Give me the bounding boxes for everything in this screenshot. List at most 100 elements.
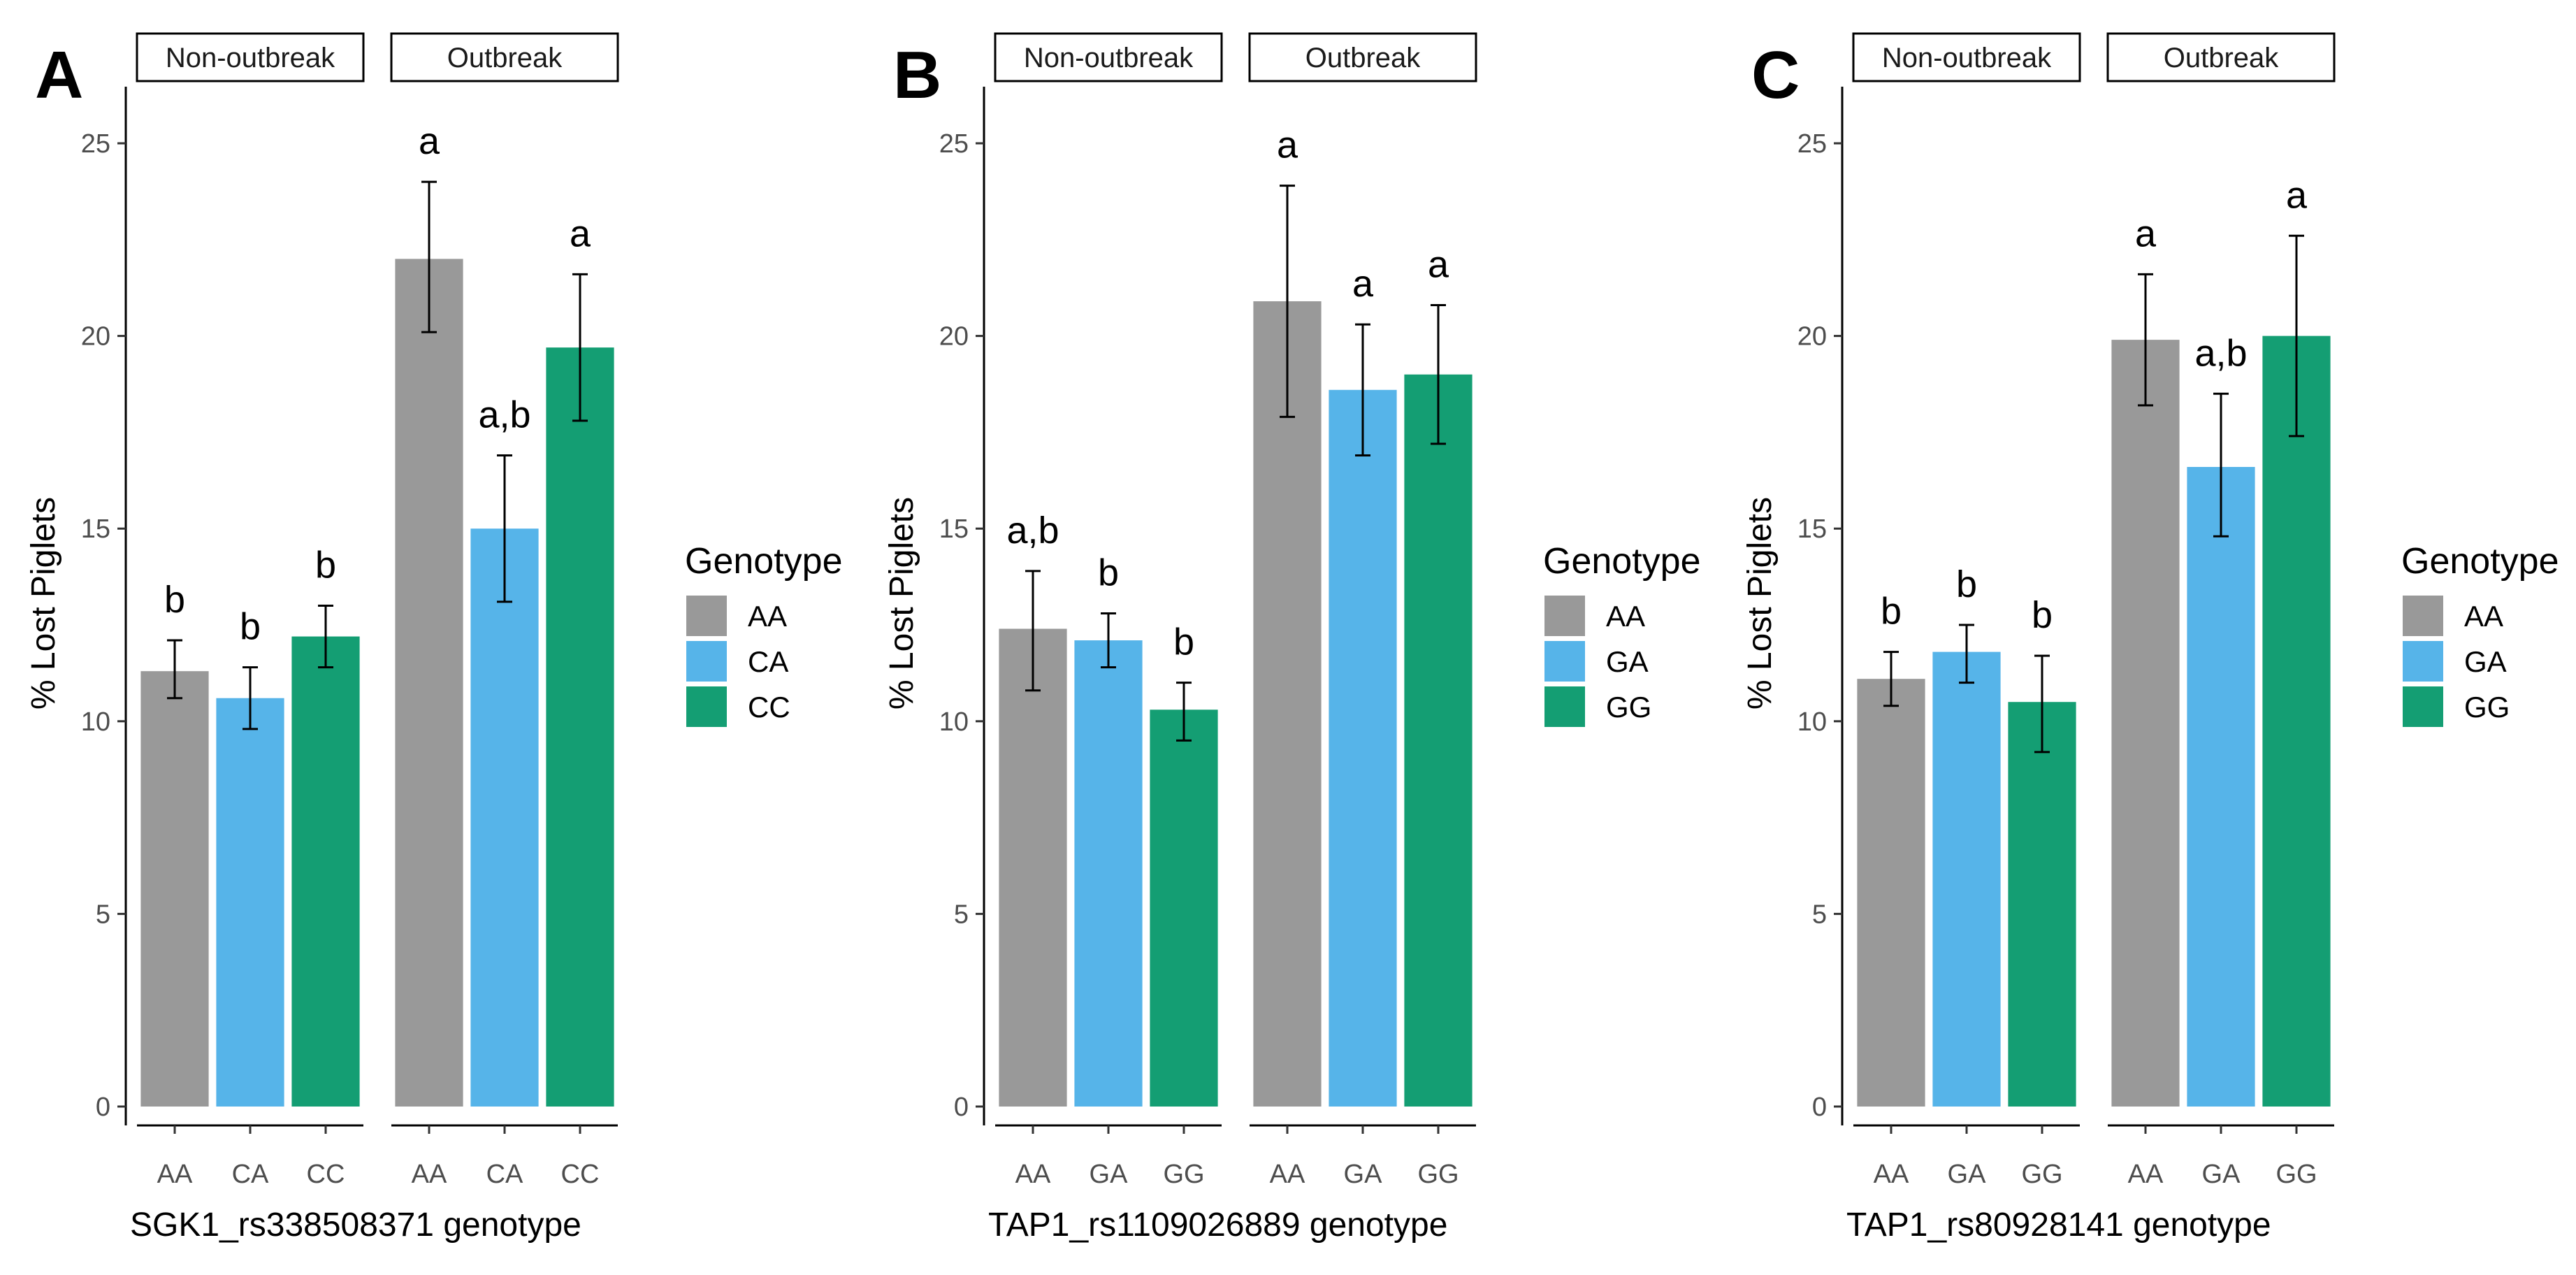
- panel-a: A 0 5 10 15 20 25 % Lost Piglets Non-outbreak b AA…: [25, 32, 843, 1244]
- significance-label: a: [2135, 212, 2157, 254]
- legend-label: CA: [748, 645, 788, 678]
- significance-label: b: [1173, 621, 1194, 663]
- legend-label: CC: [748, 691, 790, 723]
- legend-key: [2403, 641, 2443, 682]
- facet-strip-label: Non-outbreak: [1882, 43, 2052, 73]
- legend-label: AA: [748, 600, 787, 633]
- bar: [291, 636, 360, 1107]
- y-tick-label: 20: [81, 322, 110, 352]
- bar: [1932, 651, 2001, 1107]
- y-tick-label: 15: [939, 514, 969, 544]
- significance-label: b: [2032, 594, 2053, 636]
- legend: Genotype AA GA GG: [1543, 541, 1701, 727]
- facet-strip: [136, 32, 365, 82]
- y-tick-label: 20: [1797, 322, 1827, 352]
- x-tick-label: CC: [307, 1160, 345, 1189]
- legend-title: Genotype: [1543, 541, 1701, 582]
- significance-label: b: [1098, 552, 1119, 593]
- facet-strip: [1248, 32, 1477, 82]
- x-tick-label: GG: [2021, 1160, 2062, 1189]
- x-tick-label: AA: [1874, 1160, 1909, 1189]
- facet-strip-label: Outbreak: [1305, 43, 1421, 73]
- x-axis-title: SGK1_rs338508371 genotype: [130, 1206, 581, 1244]
- bar: [1329, 389, 1397, 1107]
- significance-label: a: [570, 212, 591, 254]
- legend-label: GA: [2464, 645, 2507, 678]
- facet-strip-label: Non-outbreak: [166, 43, 335, 73]
- legend-title: Genotype: [2401, 541, 2559, 582]
- significance-label: a: [1428, 244, 1449, 286]
- legend-key: [686, 596, 727, 636]
- significance-label: a: [2286, 174, 2308, 216]
- bar: [1404, 374, 1472, 1107]
- x-axis-title: TAP1_rs80928141 genotype: [1846, 1206, 2271, 1244]
- x-axis-title: TAP1_rs1109026889 genotype: [988, 1206, 1447, 1244]
- y-tick-label: 0: [1812, 1093, 1827, 1122]
- bar: [999, 628, 1067, 1107]
- facet-strip-label: Outbreak: [447, 43, 563, 73]
- bar: [1074, 640, 1143, 1107]
- bar: [140, 671, 209, 1107]
- legend-key: [2403, 596, 2443, 636]
- legend-key: [2403, 686, 2443, 727]
- y-tick-label: 5: [1812, 900, 1827, 929]
- significance-label: b: [240, 606, 261, 648]
- x-tick-label: GG: [1417, 1160, 1459, 1189]
- x-tick-label: AA: [412, 1160, 447, 1189]
- y-tick-label: 25: [939, 129, 969, 159]
- y-tick-label: 10: [81, 707, 110, 737]
- legend-label: GA: [1606, 645, 1649, 678]
- y-tick-label: 20: [939, 322, 969, 352]
- panel-letter: B: [893, 38, 941, 113]
- y-tick-label: 25: [81, 129, 110, 159]
- facet-strip-label: Outbreak: [2164, 43, 2280, 73]
- legend-label: AA: [2464, 600, 2503, 633]
- bar: [1857, 679, 1925, 1107]
- bar: [216, 698, 284, 1107]
- legend-label: GG: [2464, 691, 2510, 723]
- legend: Genotype AA GA GG: [2401, 541, 2559, 727]
- y-tick-label: 15: [1797, 514, 1827, 544]
- y-tick-label: 10: [939, 707, 969, 737]
- legend-key: [686, 686, 727, 727]
- y-tick-label: 0: [96, 1093, 110, 1122]
- bar: [546, 347, 614, 1107]
- x-tick-label: CA: [232, 1160, 269, 1189]
- legend-key: [1544, 686, 1585, 727]
- panel-c: C 0 5 10 15 20 25 % Lost Piglets Non-outbreak b AA…: [1742, 32, 2559, 1244]
- legend: Genotype AA CA CC: [685, 541, 843, 727]
- facet-strip: [1852, 32, 2081, 82]
- y-axis-title: % Lost Piglets: [1742, 497, 1779, 709]
- bar: [2187, 467, 2255, 1107]
- significance-label: a,b: [1006, 510, 1059, 552]
- legend-label: GG: [1606, 691, 1651, 723]
- y-axis-title: % Lost Piglets: [25, 497, 62, 709]
- significance-label: a: [1277, 124, 1298, 166]
- significance-label: a: [1352, 263, 1374, 305]
- significance-label: b: [1956, 563, 1977, 605]
- panel-letter: C: [1751, 38, 1800, 113]
- y-tick-label: 25: [1797, 129, 1827, 159]
- legend-key: [686, 641, 727, 682]
- bar: [1150, 709, 1218, 1107]
- bar: [395, 259, 463, 1107]
- x-tick-label: AA: [2128, 1160, 2164, 1189]
- legend-key: [1544, 596, 1585, 636]
- x-tick-label: AA: [1270, 1160, 1305, 1189]
- x-tick-label: GA: [1948, 1160, 1987, 1189]
- y-tick-label: 15: [81, 514, 110, 544]
- x-tick-label: AA: [1015, 1160, 1051, 1189]
- bar: [2008, 702, 2076, 1107]
- x-tick-label: CC: [561, 1160, 600, 1189]
- y-axis-title: % Lost Piglets: [883, 497, 920, 709]
- x-tick-label: GG: [2275, 1160, 2317, 1189]
- panel-b: B 0 5 10 15 20 25 % Lost Piglets Non-outbreak a,b…: [883, 32, 1701, 1244]
- y-tick-label: 0: [954, 1093, 969, 1122]
- legend-label: AA: [1606, 600, 1645, 633]
- facet-strip: [390, 32, 619, 82]
- facet-strip: [2106, 32, 2336, 82]
- y-tick-label: 10: [1797, 707, 1827, 737]
- facet-strip: [994, 32, 1223, 82]
- x-tick-label: AA: [157, 1160, 193, 1189]
